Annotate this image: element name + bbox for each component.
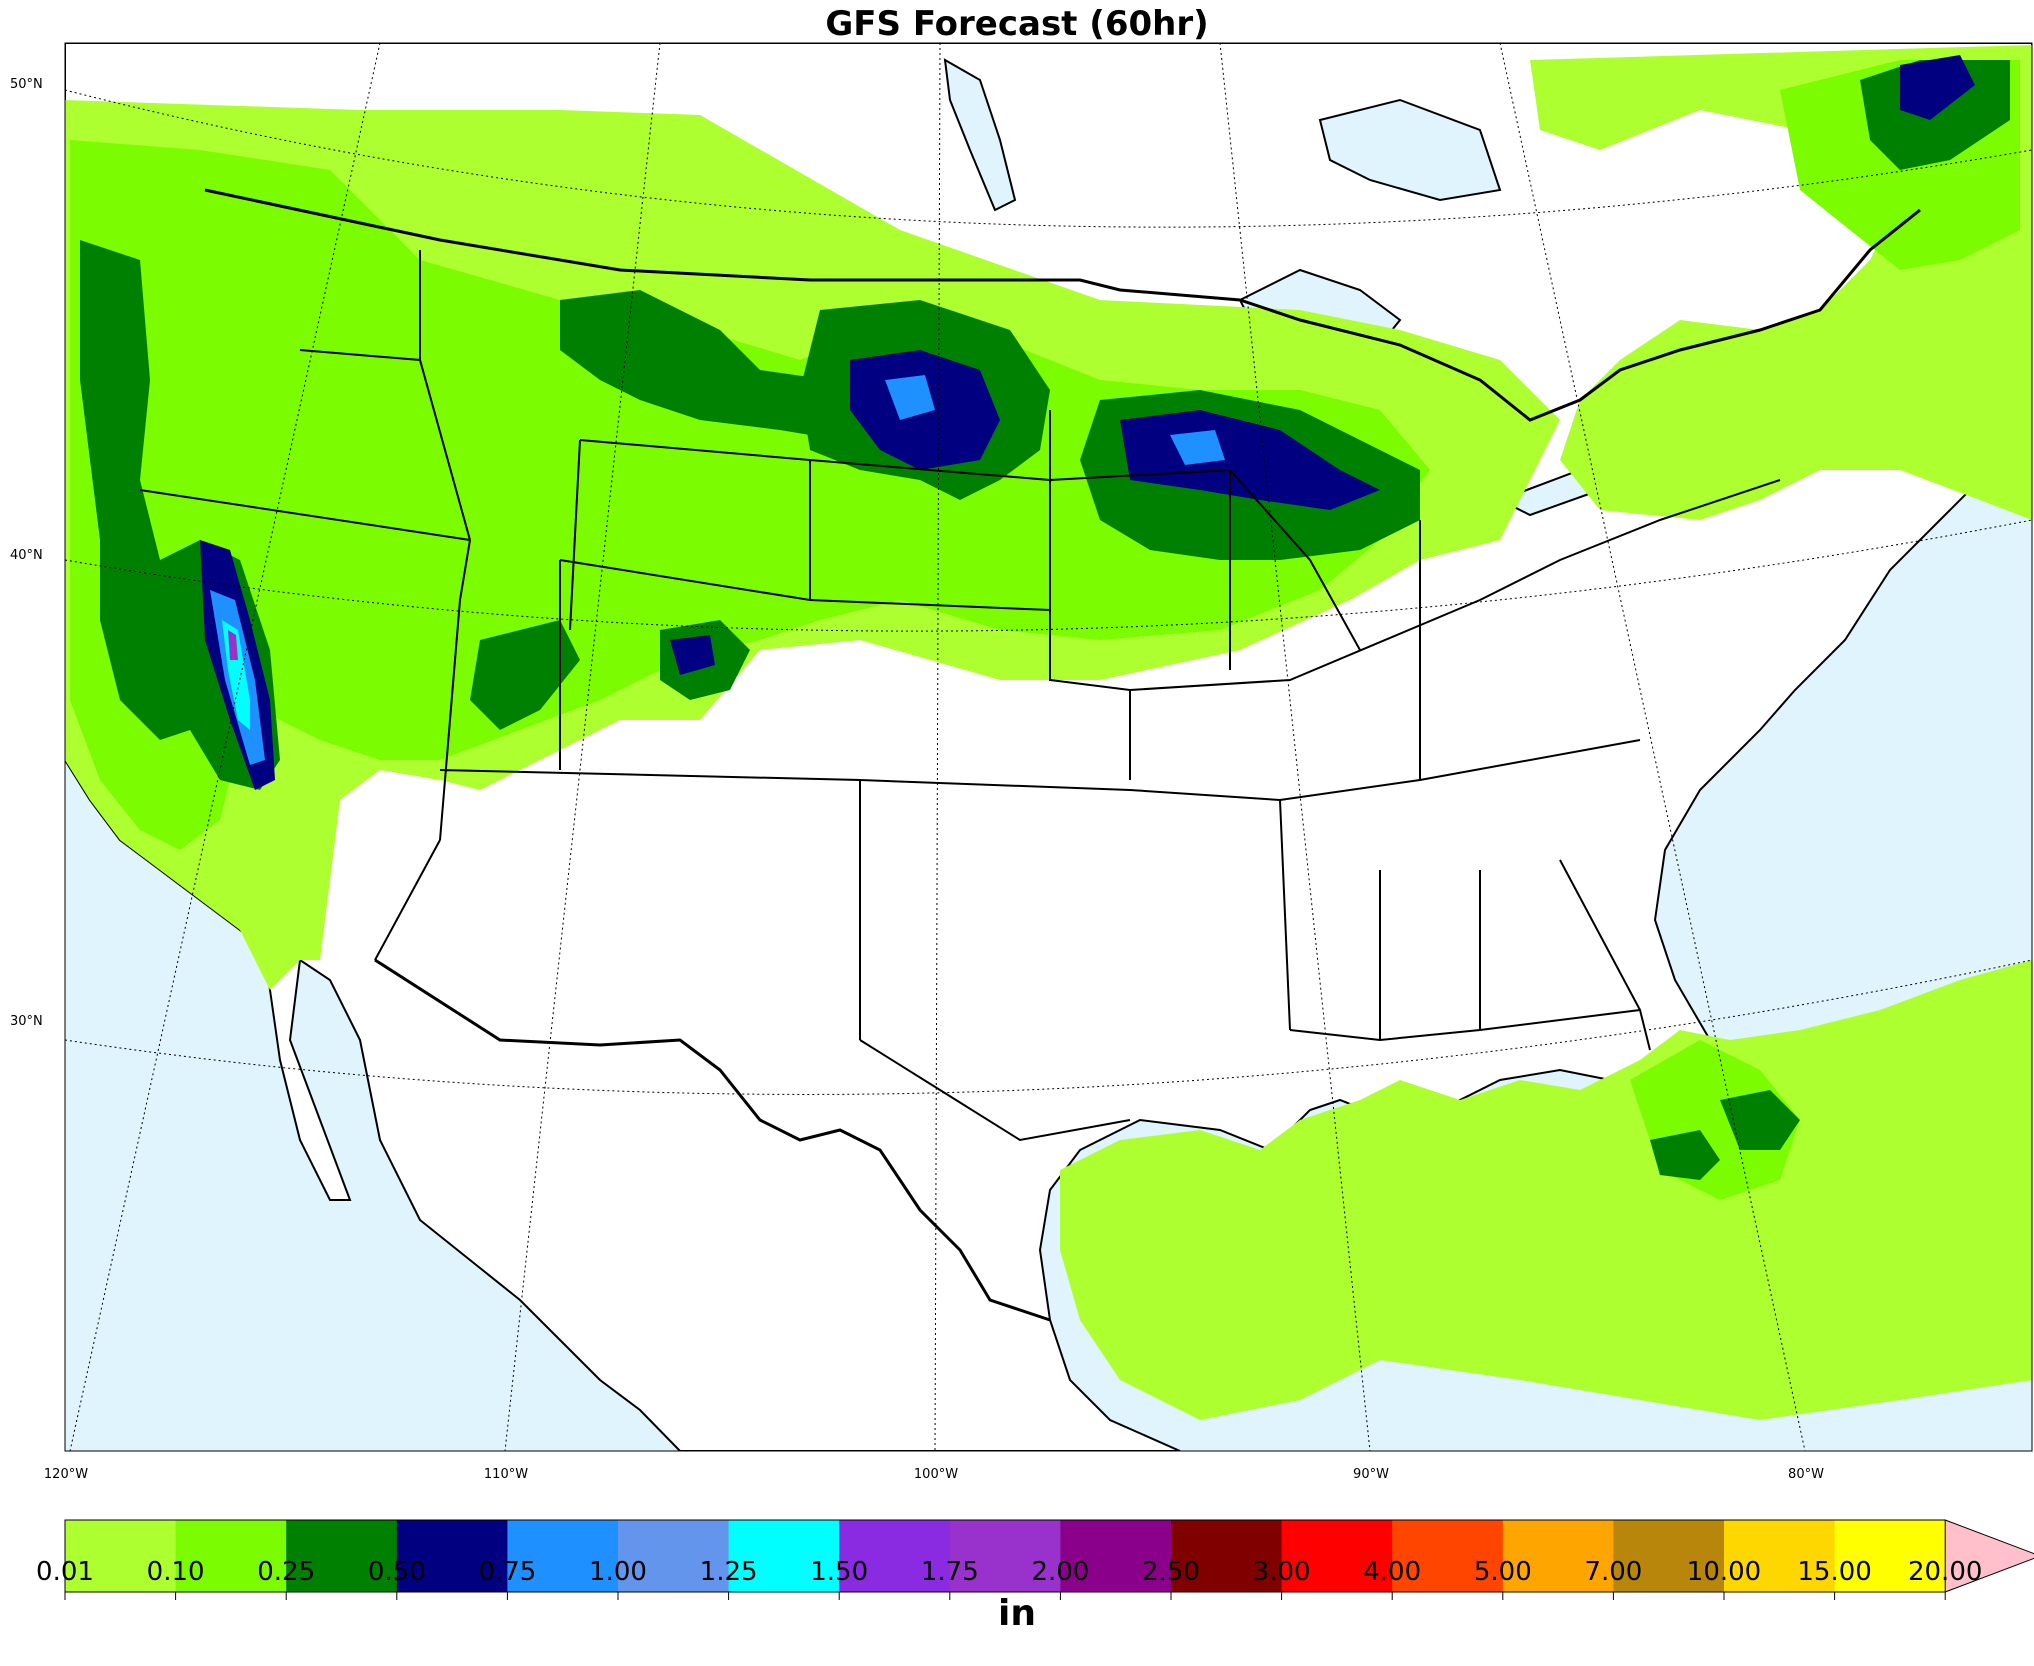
state-lines <box>139 250 1781 1142</box>
colorbar-tick-label: 0.01 <box>36 1557 94 1587</box>
precip-darkgreen-2 <box>560 290 860 440</box>
chart-title: GFS Forecast (60hr) <box>825 4 1209 44</box>
map-frame <box>64 42 2033 1452</box>
colorbar-tick-label: 20.00 <box>1907 1557 1983 1587</box>
colorbar-tick-label: 15.00 <box>1797 1557 1872 1587</box>
colorbar-tick-label: 3.00 <box>1252 1557 1311 1587</box>
colorbar-tick-label: 4.00 <box>1363 1557 1422 1587</box>
colorbar-outline <box>64 1519 1946 1593</box>
lon-label-80: 80°W <box>1788 1467 1824 1482</box>
colorbar-units: in <box>998 1593 1036 1634</box>
us-mexico-border <box>374 958 1051 1322</box>
colorbar-segment <box>1281 1520 1393 1592</box>
colorbar-segment <box>1171 1520 1283 1592</box>
lake-winnipeg <box>943 58 1017 212</box>
colorbar-extend-arrow <box>1944 1519 2034 1593</box>
colorbar-segment <box>1613 1520 1725 1592</box>
precip-navy-4 <box>670 635 715 675</box>
precip-purple <box>228 630 238 660</box>
colorbar-tick-label: 2.50 <box>1142 1557 1200 1587</box>
colorbar-tick-label: 0.10 <box>146 1557 205 1587</box>
precip-west-bright <box>70 140 1430 850</box>
lon-label-100: 100°W <box>913 1467 959 1482</box>
precip-blue-1 <box>885 375 935 420</box>
hudson-bay <box>1318 98 1502 202</box>
precip-darkgreen-bahamas <box>1720 1090 1800 1150</box>
colorbar-tick-label: 0.75 <box>478 1557 537 1587</box>
lon-label-90: 90°W <box>1353 1467 1389 1482</box>
colorbar-segment <box>949 1520 1061 1592</box>
precip-gulf <box>1060 960 2032 1420</box>
colorbar-segment <box>728 1520 840 1592</box>
colorbar-tick-label: 0.25 <box>257 1557 316 1587</box>
colorbar-segment <box>175 1520 287 1592</box>
colorbar-tick-label: 5.00 <box>1473 1557 1532 1587</box>
colorbar-segment <box>1834 1520 1946 1592</box>
precip-darkgreen-6 <box>470 620 580 730</box>
colorbar-tick-label: 2.00 <box>1031 1557 1090 1587</box>
colorbar-tick-label: 10.00 <box>1686 1557 1762 1587</box>
colorbar-tick-label: 1.50 <box>810 1557 869 1587</box>
graticule <box>65 43 2032 1451</box>
colorbar-tick-label: 1.75 <box>920 1557 979 1587</box>
lon-label-120: 120°W <box>43 1467 89 1482</box>
colorbar <box>64 1519 2034 1600</box>
colorbar-tick-label: 1.00 <box>589 1557 647 1587</box>
colorbar-segment <box>618 1520 730 1592</box>
colorbar-tick-label: 0.50 <box>367 1557 426 1587</box>
colorbar-segment <box>1392 1520 1504 1592</box>
colorbar-tick-label: 1.25 <box>699 1557 758 1587</box>
colorbar-segment <box>65 1520 177 1592</box>
precip-layer <box>65 45 2032 1420</box>
precip-navy-5 <box>1900 55 1975 120</box>
colorbar-segment <box>1060 1520 1172 1592</box>
colorbar-segment <box>396 1520 508 1592</box>
lat-label-30: 30°N <box>10 1014 43 1029</box>
lat-label-40: 40°N <box>10 548 43 563</box>
colorbar-segment <box>839 1520 951 1592</box>
colorbar-segment <box>286 1520 398 1592</box>
lat-label-50: 50°N <box>10 77 43 92</box>
colorbar-segment <box>1502 1520 1614 1592</box>
borders <box>139 188 1921 1322</box>
precip-darkgreen-florida <box>1650 1130 1720 1180</box>
colorbar-tick-label: 7.00 <box>1584 1557 1643 1587</box>
precip-cyan <box>222 620 250 730</box>
precip-blue-2 <box>1170 430 1225 465</box>
colorbar-segment <box>1724 1520 1836 1592</box>
us-canada-border <box>204 188 1921 422</box>
colorbar-segment <box>507 1520 619 1592</box>
lon-label-110: 110°W <box>483 1467 529 1482</box>
